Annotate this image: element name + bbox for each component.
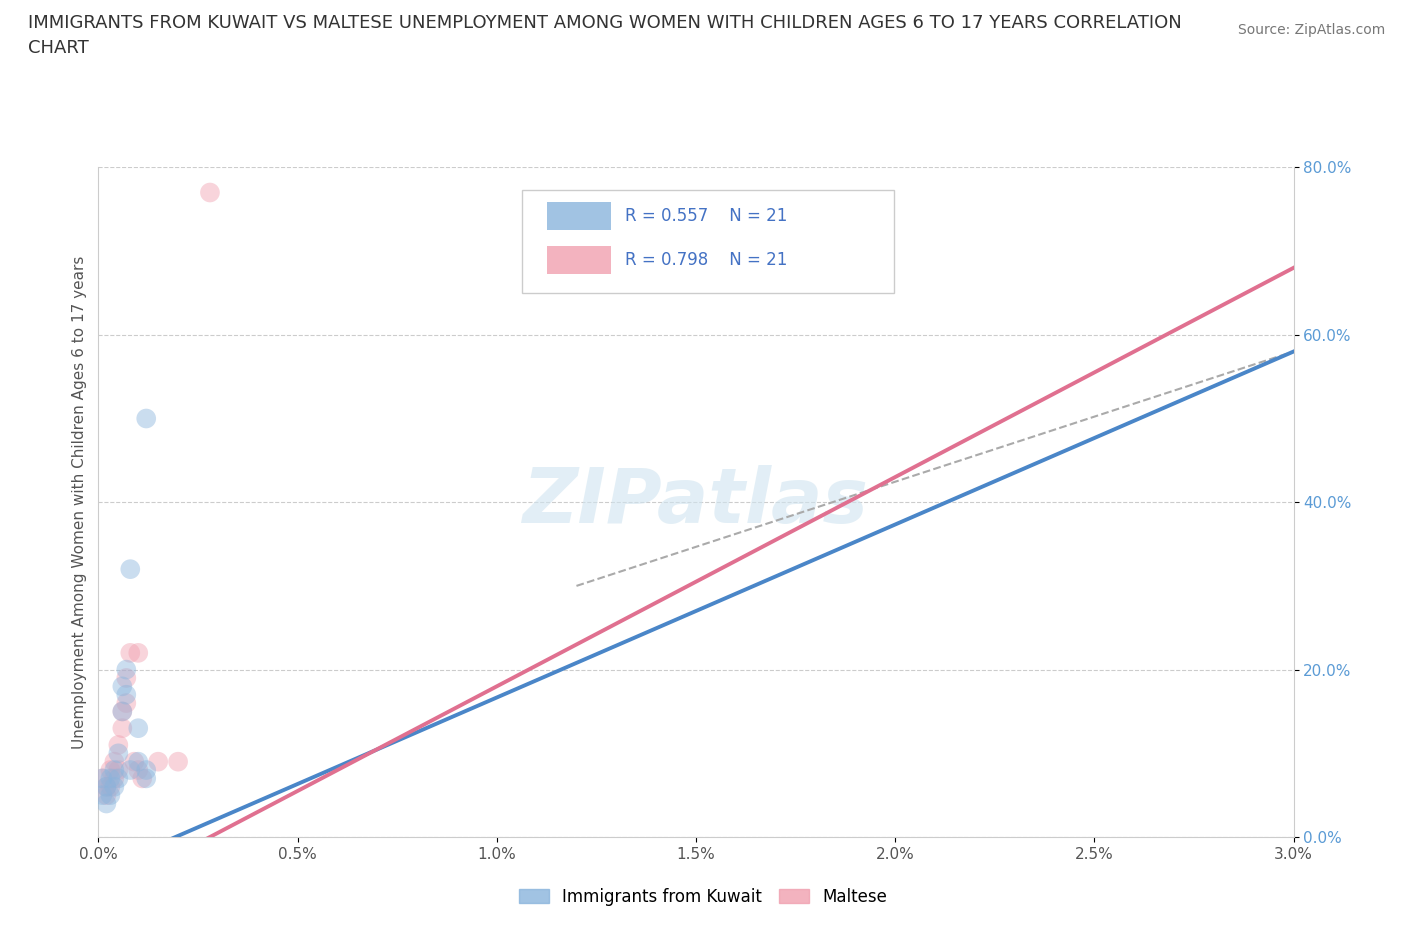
Point [124, 754, 146, 769]
Point [120, 645, 142, 660]
Text: Source: ZipAtlas.com: Source: ZipAtlas.com [1237, 23, 1385, 37]
Text: IMMIGRANTS FROM KUWAIT VS MALTESE UNEMPLOYMENT AMONG WOMEN WITH CHILDREN AGES 6 : IMMIGRANTS FROM KUWAIT VS MALTESE UNEMPL… [28, 14, 1182, 32]
Text: ZIPatlas: ZIPatlas [523, 465, 869, 539]
Point [91, 771, 114, 786]
Point [98, 788, 122, 803]
Point [148, 754, 170, 769]
Point [198, 185, 221, 200]
Point [127, 754, 149, 769]
Point [96, 779, 118, 794]
Point [107, 763, 129, 777]
Point [115, 671, 138, 685]
Point [111, 704, 134, 719]
Point [127, 763, 149, 777]
Point [115, 696, 138, 711]
Point [135, 411, 157, 426]
Point [91, 771, 114, 786]
Point [103, 771, 125, 786]
Point [111, 704, 134, 719]
Point [98, 763, 122, 777]
Point [111, 721, 134, 736]
Point [115, 687, 138, 702]
Text: R = 0.557    N = 21: R = 0.557 N = 21 [626, 206, 787, 225]
Point [120, 763, 142, 777]
Point [127, 645, 149, 660]
Point [103, 779, 125, 794]
Point [98, 779, 122, 794]
Point [115, 662, 138, 677]
Text: R = 0.798    N = 21: R = 0.798 N = 21 [626, 251, 787, 269]
Point [98, 771, 122, 786]
Point [96, 796, 118, 811]
Y-axis label: Unemployment Among Women with Children Ages 6 to 17 years: Unemployment Among Women with Children A… [72, 256, 87, 749]
Point [135, 771, 157, 786]
Point [135, 763, 157, 777]
Point [103, 763, 125, 777]
Point [167, 754, 190, 769]
Point [127, 721, 149, 736]
Point [131, 771, 153, 786]
Point [120, 562, 142, 577]
Text: CHART: CHART [28, 39, 89, 57]
Point [111, 679, 134, 694]
Point [96, 779, 118, 794]
Point [91, 788, 114, 803]
Point [103, 754, 125, 769]
Legend: Immigrants from Kuwait, Maltese: Immigrants from Kuwait, Maltese [512, 881, 894, 912]
Point [107, 771, 129, 786]
Point [107, 746, 129, 761]
Point [107, 737, 129, 752]
Point [96, 788, 118, 803]
